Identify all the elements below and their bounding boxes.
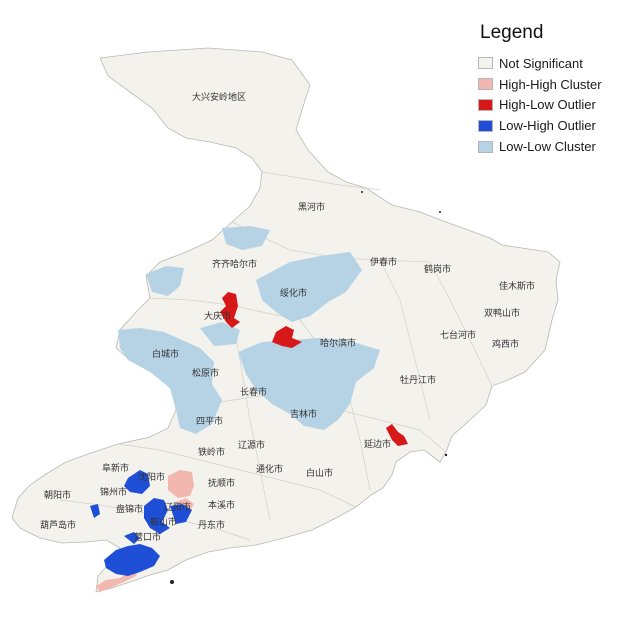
city-label-siping: 四平市 [196,415,223,427]
legend-label-low-low-cluster: Low-Low Cluster [499,139,596,155]
city-label-jilin: 吉林市 [290,408,317,420]
city-label-fushun: 抚顺市 [208,477,235,489]
city-label-harbin: 哈尔滨市 [320,337,356,349]
legend-title: Legend [480,22,544,43]
city-label-tonghua: 通化市 [256,463,283,475]
city-label-suihua: 绥化市 [280,287,307,299]
legend-label-high-low-outlier: High-Low Outlier [499,97,596,113]
city-label-shenyang: 沈阳市 [138,471,165,483]
legend-label-high-high-cluster: High-High Cluster [499,76,602,92]
city-label-baicheng: 白城市 [152,348,179,360]
city-label-jinzhou: 锦州市 [100,486,127,498]
city-label-daxinganling: 大兴安岭地区 [192,91,246,103]
legend-label-low-high-outlier: Low-High Outlier [499,118,596,134]
city-label-songyuan: 松原市 [192,367,219,379]
city-label-tieling: 铁岭市 [198,446,225,458]
city-label-heihe: 黑河市 [298,201,325,213]
city-label-qitaihe: 七台河市 [440,329,476,341]
city-label-baishan: 白山市 [306,467,333,479]
legend-swatch-not-significant [478,57,493,70]
city-label-shuangyashan: 双鸭山市 [484,307,520,319]
city-label-yichun: 伊春市 [370,256,397,268]
city-label-huludao: 葫芦岛市 [40,519,76,531]
legend: Legend Not Significant High-High Cluster… [478,22,628,157]
region-base [11,47,561,593]
legend-item-low-high-outlier: Low-High Outlier [478,115,628,136]
city-label-changchun: 长春市 [240,386,267,398]
legend-label-not-significant: Not Significant [499,55,583,71]
city-label-chaoyang: 朝阳市 [44,489,71,501]
low-low-cluster-areas [118,226,380,434]
city-label-yingkou: 营口市 [134,531,161,543]
city-label-fuxin: 阜新市 [102,462,129,474]
legend-swatch-low-low-cluster [478,140,493,153]
coast-markers [170,191,448,584]
city-label-mudanjiang: 牡丹江市 [400,374,436,386]
city-label-panjin: 盘锦市 [116,503,143,515]
city-label-dandong: 丹东市 [198,519,225,531]
legend-item-not-significant: Not Significant [478,53,628,74]
legend-item-low-low-cluster: Low-Low Cluster [478,136,628,157]
city-label-benxi: 本溪市 [208,499,235,511]
city-label-anshan: 鞍山市 [150,516,177,528]
low-high-outlier-areas [90,470,192,576]
city-labels: 大兴安岭地区 黑河市 齐齐哈尔市 伊春市 鹤岗市 佳木斯市 双鸭山市 绥化市 大… [40,91,535,543]
legend-item-high-low-outlier: High-Low Outlier [478,95,628,116]
city-label-hegang: 鹤岗市 [424,263,451,275]
legend-swatch-high-low-outlier [478,98,493,111]
high-low-outlier-areas [220,292,408,446]
legend-swatch-low-high-outlier [478,119,493,132]
city-label-liaoyuan: 辽源市 [238,439,265,451]
city-label-jixi: 鸡西市 [492,338,519,350]
city-label-yanbian: 延边市 [364,438,391,450]
legend-swatch-high-high-cluster [478,78,493,91]
city-label-daqing: 大庆市 [204,310,231,322]
city-label-liaoyang: 辽阳市 [164,501,191,513]
legend-item-high-high-cluster: High-High Cluster [478,74,628,95]
city-label-qiqihar: 齐齐哈尔市 [212,258,257,270]
city-label-jiamusi: 佳木斯市 [499,280,535,292]
